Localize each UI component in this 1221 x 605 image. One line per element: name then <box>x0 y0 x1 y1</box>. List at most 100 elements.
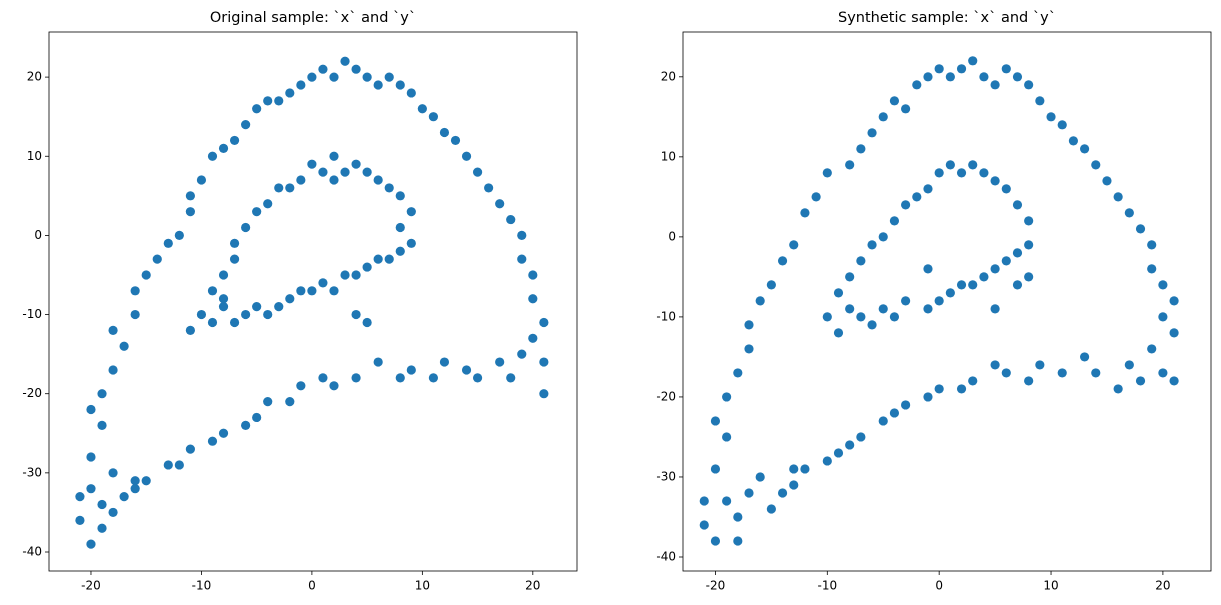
point <box>833 448 844 458</box>
point <box>196 175 207 185</box>
point <box>956 384 967 394</box>
point <box>130 484 140 494</box>
point <box>990 360 1000 370</box>
point <box>934 64 944 74</box>
axes-frame <box>682 31 1212 572</box>
point <box>1158 368 1168 378</box>
point <box>1035 96 1045 106</box>
point <box>889 216 900 226</box>
point <box>207 286 218 296</box>
point <box>318 167 328 177</box>
point <box>822 168 832 178</box>
y-tick-label: -20 <box>22 386 42 400</box>
point <box>406 88 416 98</box>
point <box>506 373 516 383</box>
point <box>472 373 483 383</box>
point <box>766 504 776 514</box>
x-tick-label: 20 <box>1155 579 1170 593</box>
point <box>207 151 218 161</box>
point <box>722 392 732 402</box>
point <box>699 520 709 530</box>
point <box>1147 264 1157 274</box>
point <box>506 214 516 225</box>
y-tick-label: -30 <box>656 469 676 483</box>
axes-frame <box>48 31 578 572</box>
point <box>934 296 944 306</box>
point <box>856 144 866 154</box>
point <box>945 72 955 82</box>
point <box>439 127 450 138</box>
point <box>901 200 911 210</box>
x-tick-label: 10 <box>415 579 430 593</box>
point <box>263 96 273 106</box>
y-tick-label: 20 <box>27 70 42 84</box>
point <box>733 512 743 522</box>
chart-title: Original sample: `x` and `y` <box>210 10 416 26</box>
point <box>318 64 328 74</box>
point <box>86 539 96 549</box>
point <box>528 294 538 304</box>
point <box>1001 368 1011 378</box>
point <box>252 412 262 423</box>
point <box>97 523 107 533</box>
point <box>990 176 1000 186</box>
point <box>285 397 295 407</box>
point <box>218 294 229 304</box>
point <box>539 317 549 328</box>
point <box>185 191 195 201</box>
point <box>867 320 877 330</box>
y-tick-label: -10 <box>22 307 42 321</box>
point <box>439 357 450 367</box>
point <box>1158 280 1168 290</box>
point <box>296 175 306 185</box>
point <box>351 270 361 280</box>
y-tick-label: 20 <box>661 69 676 83</box>
point <box>744 488 754 498</box>
point <box>329 72 339 82</box>
point <box>395 373 405 383</box>
point <box>218 302 229 312</box>
point <box>185 444 195 454</box>
point <box>528 270 538 280</box>
point <box>362 262 372 272</box>
point <box>1024 376 1034 386</box>
point <box>755 296 765 306</box>
point <box>956 168 967 178</box>
point <box>329 151 339 161</box>
point <box>923 264 933 274</box>
point <box>539 357 549 367</box>
point <box>218 270 229 280</box>
point <box>845 440 855 450</box>
point <box>722 496 732 506</box>
point <box>1012 200 1023 210</box>
point <box>856 432 866 442</box>
x-tick-label: 0 <box>935 579 943 593</box>
point <box>163 460 173 470</box>
point <box>108 325 118 335</box>
point <box>856 312 866 322</box>
point <box>395 222 405 233</box>
y-tick-label: -10 <box>656 309 676 323</box>
point <box>1124 360 1134 370</box>
point <box>1024 80 1034 90</box>
x-tick-label: 20 <box>525 579 540 593</box>
point <box>1012 72 1023 82</box>
x-tick-label: 10 <box>1043 579 1058 593</box>
point <box>461 151 472 161</box>
point <box>789 240 799 250</box>
point <box>108 468 118 478</box>
point <box>733 536 743 546</box>
point <box>1079 144 1090 154</box>
point <box>1158 312 1168 322</box>
point <box>811 192 821 202</box>
point <box>923 184 933 194</box>
point <box>878 416 888 426</box>
point <box>263 309 273 320</box>
point <box>241 222 251 233</box>
point <box>744 344 754 354</box>
point <box>307 72 317 82</box>
point <box>990 264 1000 274</box>
point <box>417 104 427 114</box>
point <box>263 199 273 209</box>
point <box>968 160 978 170</box>
